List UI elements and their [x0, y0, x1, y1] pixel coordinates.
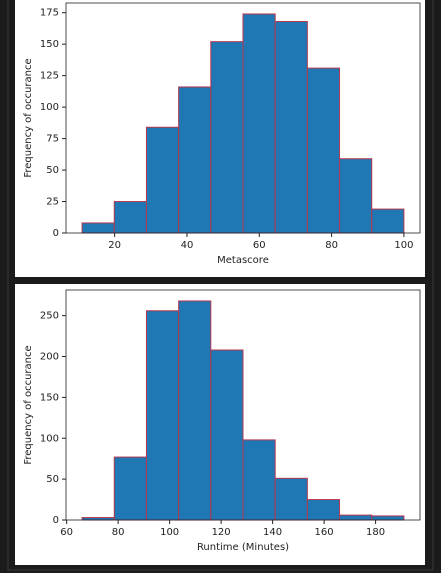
y-tick-label: 100 — [40, 102, 59, 113]
y-tick-label: 0 — [53, 515, 59, 526]
y-tick-label: 250 — [40, 311, 59, 322]
histogram-bar — [274, 21, 308, 234]
x-tick-label: 80 — [112, 527, 125, 538]
y-axis-label: Frequency of occurance — [23, 58, 34, 177]
y-tick-label: 50 — [46, 474, 59, 485]
axes-frame — [65, 289, 421, 521]
y-tick-label: 100 — [40, 433, 59, 444]
x-tick-label: 20 — [108, 240, 121, 251]
histogram-bar — [81, 222, 115, 234]
histogram-bar — [371, 208, 405, 234]
histogram-bar — [210, 349, 244, 521]
x-tick-label: 100 — [394, 240, 413, 251]
histogram-bar — [145, 126, 180, 234]
y-tick-label: 50 — [46, 165, 59, 176]
histogram-bar — [306, 67, 341, 234]
histogram-bar — [210, 41, 244, 234]
x-tick-label: 60 — [253, 240, 266, 251]
cell-border — [7, 0, 434, 571]
histogram-bar — [242, 13, 276, 234]
x-tick-label: 60 — [60, 527, 73, 538]
y-axis-label: Frequency of occurance — [23, 345, 34, 464]
y-tick-label: 25 — [46, 197, 59, 208]
y-tick-label: 200 — [40, 352, 59, 363]
histogram-bar — [178, 86, 212, 234]
histogram-bar — [145, 310, 180, 521]
histogram-bar — [113, 201, 147, 234]
x-tick-label: 160 — [315, 527, 334, 538]
x-axis-label: Metascore — [217, 255, 269, 266]
y-tick-label: 150 — [40, 392, 59, 403]
x-tick-label: 180 — [366, 527, 385, 538]
x-tick-label: 120 — [212, 527, 231, 538]
y-tick-label: 75 — [46, 134, 59, 145]
x-axis-label: Runtime (Minutes) — [197, 542, 289, 553]
histogram-bar — [339, 158, 373, 234]
histogram-bar — [306, 499, 341, 521]
histogram-bar — [339, 514, 373, 521]
histogram-bar — [242, 439, 276, 521]
y-tick-label: 175 — [40, 8, 59, 19]
axes-frame — [65, 2, 421, 234]
y-tick-label: 0 — [53, 228, 59, 239]
x-tick-label: 100 — [160, 527, 179, 538]
histogram-bar — [113, 456, 147, 521]
x-tick-label: 40 — [181, 240, 194, 251]
x-tick-label: 140 — [263, 527, 282, 538]
histogram-bar — [371, 515, 405, 521]
histogram-bar — [178, 300, 212, 521]
histogram-bar — [274, 477, 308, 521]
x-tick-label: 80 — [325, 240, 338, 251]
y-tick-label: 150 — [40, 39, 59, 50]
y-tick-label: 125 — [40, 71, 59, 82]
